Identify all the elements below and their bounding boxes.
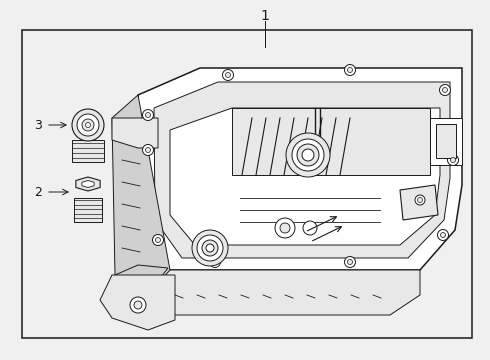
Circle shape [347, 68, 352, 72]
Circle shape [222, 69, 234, 81]
Circle shape [286, 133, 330, 177]
Circle shape [303, 221, 317, 235]
Circle shape [155, 238, 161, 243]
Bar [22, 30, 472, 338]
Circle shape [130, 297, 146, 313]
Circle shape [302, 149, 314, 161]
Circle shape [152, 234, 164, 246]
Circle shape [292, 139, 324, 171]
Circle shape [146, 113, 150, 117]
Circle shape [192, 230, 228, 266]
Circle shape [344, 256, 356, 267]
Polygon shape [436, 124, 456, 158]
Circle shape [417, 198, 422, 202]
Circle shape [225, 72, 230, 77]
Polygon shape [72, 140, 104, 162]
Polygon shape [170, 108, 440, 245]
Text: 1: 1 [261, 9, 270, 23]
Polygon shape [74, 198, 102, 222]
Polygon shape [400, 185, 438, 220]
Polygon shape [76, 177, 100, 191]
Circle shape [347, 260, 352, 265]
Circle shape [415, 195, 425, 205]
Circle shape [134, 301, 142, 309]
Circle shape [440, 85, 450, 95]
Circle shape [438, 230, 448, 240]
Circle shape [210, 256, 220, 267]
Polygon shape [154, 82, 450, 258]
Circle shape [143, 144, 153, 156]
Circle shape [275, 218, 295, 238]
Circle shape [77, 114, 99, 136]
Circle shape [441, 233, 445, 238]
Polygon shape [100, 275, 175, 330]
Circle shape [143, 109, 153, 121]
Circle shape [202, 240, 218, 256]
Circle shape [206, 244, 214, 252]
Circle shape [297, 144, 319, 166]
Polygon shape [82, 180, 94, 188]
Circle shape [82, 119, 94, 131]
Circle shape [213, 260, 218, 265]
Circle shape [146, 148, 150, 153]
Text: 3: 3 [34, 118, 42, 131]
Text: 2: 2 [34, 185, 42, 198]
Polygon shape [232, 108, 430, 175]
Circle shape [344, 64, 356, 76]
Circle shape [442, 87, 447, 93]
Circle shape [72, 109, 104, 141]
Circle shape [197, 235, 223, 261]
Polygon shape [430, 118, 462, 165]
Circle shape [85, 122, 91, 127]
Circle shape [447, 154, 459, 166]
Polygon shape [112, 118, 158, 148]
Polygon shape [112, 95, 170, 295]
Circle shape [450, 158, 456, 162]
Circle shape [280, 223, 290, 233]
Polygon shape [138, 68, 462, 270]
Polygon shape [115, 265, 168, 294]
Polygon shape [140, 270, 420, 315]
